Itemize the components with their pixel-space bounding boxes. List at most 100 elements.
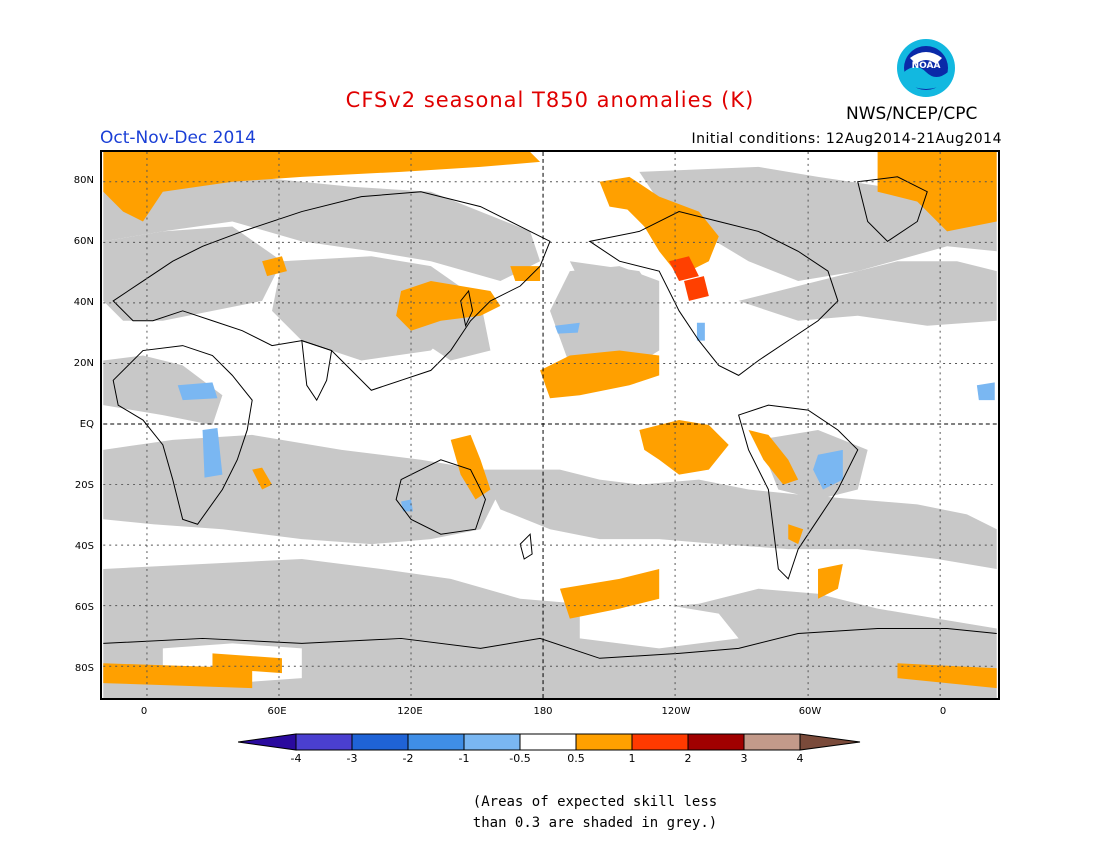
orange-north-pacific-patch — [510, 266, 541, 282]
blue-north-pacific — [554, 322, 580, 334]
lon-label-180: 180 — [533, 706, 553, 717]
red-canada-core-1 — [669, 256, 699, 282]
white-southern-pacific-patch — [579, 603, 739, 649]
lon-label-60e: 60E — [267, 706, 287, 717]
agency-label: NWS/NCEP/CPC — [846, 104, 978, 124]
coast-africa — [112, 345, 253, 525]
colorbar-arrow-high — [799, 733, 861, 751]
orange-south-pacific-band — [559, 568, 660, 619]
grey-south-pacific — [480, 469, 997, 569]
grey-africa-south — [162, 449, 253, 520]
lat-label-60n: 60N — [73, 236, 94, 247]
graticule — [103, 152, 997, 698]
coast-antarctica — [103, 628, 997, 659]
grey-africa-west — [103, 355, 223, 425]
initial-conditions-label: Initial conditions: 12Aug2014-21Aug2014 — [691, 131, 1002, 147]
lon-label-0-right: 0 — [939, 706, 947, 717]
colorbar-bin-2 — [351, 733, 409, 751]
orange-antarctic-right — [897, 663, 997, 689]
orange-indonesia — [450, 434, 491, 500]
colorbar-label-4: 4 — [796, 752, 804, 765]
colorbar — [238, 733, 861, 751]
coast-europe-asia — [112, 191, 551, 391]
lat-label-20n: 20N — [73, 358, 94, 369]
colorbar-bin-6 — [575, 733, 633, 751]
blue-central-africa — [202, 427, 223, 478]
colorbar-bin-8 — [687, 733, 745, 751]
warm-anomalies-1-to-2 — [669, 256, 709, 301]
map-title: CFSv2 seasonal T850 anomalies (K) — [345, 88, 755, 112]
anomaly-map — [100, 150, 1000, 700]
grey-atlantic-europe — [103, 226, 282, 321]
white-south-atlantic-patch — [877, 568, 967, 599]
blue-australia — [401, 499, 414, 512]
cool-anomalies — [177, 322, 995, 512]
lat-label-eq: EQ — [79, 419, 94, 430]
orange-tropical-pacific — [540, 350, 660, 399]
orange-madagascar — [252, 467, 273, 490]
orange-south-atlantic — [818, 563, 843, 599]
coast-india — [301, 339, 333, 402]
colorbar-label-neg0-5: -0.5 — [509, 752, 531, 765]
lon-label-0-left: 0 — [140, 706, 148, 717]
noaa-logo: NOAA — [897, 39, 955, 97]
grey-pacific-east — [550, 266, 660, 381]
coast-greenland — [857, 176, 928, 242]
orange-equatorial-east-pacific — [639, 420, 729, 475]
coast-australia — [395, 459, 487, 535]
colorbar-arrow-low — [238, 733, 297, 751]
lon-label-60w: 60W — [798, 706, 822, 717]
colorbar-label-0-5: 0.5 — [567, 752, 585, 765]
blue-brazil — [813, 449, 843, 490]
season-label: Oct-Nov-Dec 2014 — [100, 128, 256, 148]
blue-west-africa — [177, 382, 218, 401]
lon-label-120w: 120W — [661, 706, 691, 717]
lat-label-80s: 80S — [74, 663, 94, 674]
orange-arctic-left — [103, 152, 541, 222]
colorbar-label-2: 2 — [684, 752, 692, 765]
logo-text: NOAA — [912, 61, 941, 71]
skill-note: (Areas of expected skill less than 0.3 a… — [0, 792, 1100, 834]
colorbar-bin-5 — [519, 733, 577, 751]
lat-label-60s: 60S — [74, 602, 94, 613]
logo-gull — [910, 52, 942, 64]
colorbar-label-neg3: -3 — [346, 752, 358, 765]
colorbar-label-3: 3 — [740, 752, 748, 765]
orange-argentina — [788, 524, 804, 545]
reference-lines — [103, 152, 997, 698]
coast-north-america — [588, 211, 839, 376]
colorbar-bin-7 — [631, 733, 689, 751]
colorbar-label-neg2: -2 — [402, 752, 414, 765]
lon-label-120e: 120E — [397, 706, 423, 717]
orange-east-asia — [396, 281, 501, 331]
lat-label-40n: 40N — [73, 297, 94, 308]
skill-note-line-2: than 0.3 are shaded in grey.) — [472, 815, 718, 831]
lat-label-40s: 40S — [74, 541, 94, 552]
grey-southern-ocean — [103, 559, 997, 698]
orange-antarctic-left2 — [212, 653, 282, 674]
colorbar-label-neg4: -4 — [290, 752, 302, 765]
orange-arctic-right — [877, 152, 997, 232]
colorbar-bin-4 — [463, 733, 521, 751]
grey-north-atlantic — [738, 261, 997, 326]
orange-peru-coast — [748, 429, 799, 485]
coast-japan — [460, 289, 474, 328]
coast-nz — [519, 533, 533, 560]
blue-california — [696, 322, 705, 341]
lat-label-20s: 20S — [74, 480, 94, 491]
orange-north-asia-small — [262, 256, 287, 277]
warm-anomalies-0-5-to-1 — [103, 152, 997, 689]
colorbar-label-1: 1 — [628, 752, 636, 765]
skill-note-line-1: (Areas of expected skill less — [472, 794, 718, 810]
colorbar-bin-3 — [407, 733, 465, 751]
orange-antarctic-left — [103, 663, 253, 689]
red-canada-core-2 — [684, 276, 709, 301]
colorbar-bin-9 — [743, 733, 801, 751]
grey-eurasia-north — [103, 176, 541, 282]
orange-canada — [619, 196, 719, 277]
blue-brazil-east — [976, 382, 995, 401]
logo-wave — [904, 67, 948, 89]
colorbar-label-neg1: -1 — [458, 752, 470, 765]
lat-label-80n: 80N — [73, 175, 94, 186]
colorbar-bin-1 — [295, 733, 353, 751]
